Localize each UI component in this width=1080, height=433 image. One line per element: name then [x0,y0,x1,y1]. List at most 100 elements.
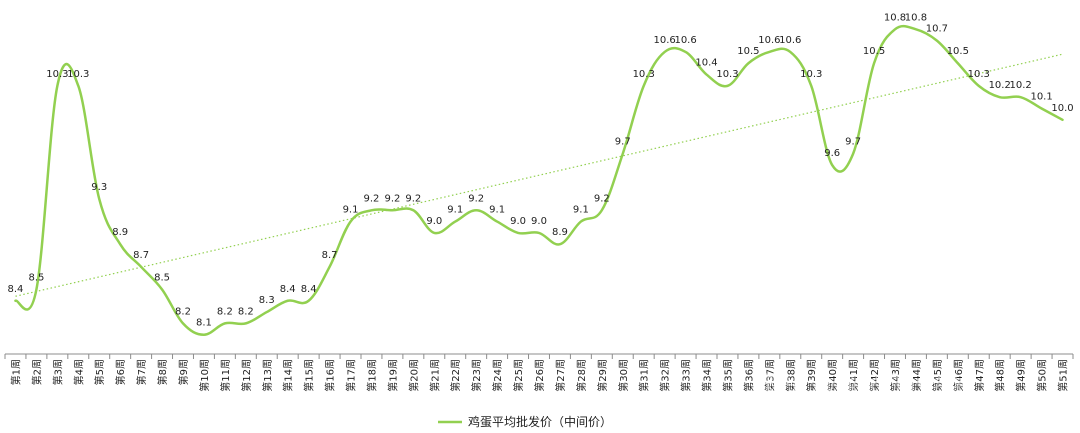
legend: 鸡蛋平均批发价（中间价） [438,414,612,429]
x-tick-label: 第40周 [826,359,839,392]
data-label: 9.1 [489,205,505,216]
data-label: 8.7 [133,250,149,261]
x-tick-label: 第5周 [93,359,106,385]
data-label: 8.4 [301,284,317,295]
data-label: 10.5 [737,46,759,57]
x-tick-label: 第14周 [282,359,295,392]
data-label: 8.4 [8,284,24,295]
x-tick-label: 第45周 [931,359,944,392]
data-label: 10.5 [863,46,885,57]
x-tick-label: 第25周 [512,359,525,392]
data-label: 9.2 [364,193,380,204]
data-label: 9.0 [531,216,547,227]
x-tick-label: 第27周 [554,359,567,392]
x-tick-label: 第18周 [365,359,378,392]
data-label: 9.2 [468,193,484,204]
x-tick-label: 第4周 [72,359,85,385]
trend-line [15,53,1063,297]
data-label: 10.3 [633,69,655,80]
x-tick-label: 第20周 [407,359,420,392]
watermark: 知乎 @喵家的小老虎 [762,373,967,398]
data-label: 10.6 [654,35,676,46]
data-label: 8.9 [552,227,568,238]
data-label: 10.0 [1051,103,1073,114]
data-label: 9.2 [594,193,610,204]
data-label: 8.3 [259,295,275,306]
x-tick-label: 第30周 [617,359,630,392]
data-label: 10.3 [968,69,990,80]
x-tick-label: 第1周 [9,359,22,385]
data-label: 9.7 [615,137,631,148]
x-tick-label: 第22周 [449,359,462,392]
x-tick-label: 第50周 [1036,359,1049,392]
x-tick-label: 第41周 [847,359,860,392]
data-label: 8.7 [322,250,338,261]
x-tick-label: 第49周 [1015,359,1028,392]
x-tick-label: 第39周 [805,359,818,392]
x-tick-label: 第34周 [701,359,714,392]
data-label: 9.2 [405,193,421,204]
data-label: 10.4 [695,58,717,69]
x-tick-label: 第15周 [303,359,316,392]
x-tick-label: 第44周 [910,359,923,392]
x-tick-label: 第43周 [889,359,902,392]
data-label: 8.5 [154,272,170,283]
data-label: 10.5 [947,46,969,57]
x-tick-label: 第51周 [1057,359,1070,392]
data-label: 10.6 [779,35,801,46]
data-label: 10.2 [989,80,1011,91]
data-label: 9.1 [573,205,589,216]
data-label: 8.2 [217,306,233,317]
x-tick-label: 第10周 [198,359,211,392]
x-tick-label: 第2周 [30,359,43,385]
x-tick-label: 第35周 [721,359,734,392]
data-label: 10.6 [674,35,696,46]
data-label: 9.1 [343,205,359,216]
x-tick-label: 第46周 [952,359,965,392]
data-label: 8.2 [238,306,254,317]
x-axis: 第1周 第2周 第3周 第4周 第5周 第6周 第7周 第8周 第9周 第10周 第11周 第12周第… [4,353,1074,392]
data-label: 10.1 [1030,91,1052,102]
x-tick-label: 第21周 [428,359,441,392]
x-tick-label: 第29周 [596,359,609,392]
data-label: 9.0 [426,216,442,227]
x-tick-label: 第26周 [533,359,546,392]
data-label: 8.2 [175,306,191,317]
data-label: 10.3 [67,69,89,80]
data-label: 9.6 [824,148,840,159]
data-label: 8.4 [280,284,296,295]
x-tick-label: 第16周 [324,359,337,392]
x-tick-label: 第47周 [973,359,986,392]
x-tick-label: 第7周 [135,359,148,385]
x-tick-label: 第38周 [784,359,797,392]
trend-layer [15,53,1063,297]
x-tick-label: 第24周 [491,359,504,392]
data-label: 10.8 [884,12,906,23]
x-tick-label: 第48周 [994,359,1007,392]
data-label: 9.1 [447,205,463,216]
x-tick-label: 第36周 [742,359,755,392]
data-label: 10.3 [46,69,68,80]
series-layer [14,24,1064,336]
legend-label: 鸡蛋平均批发价（中间价） [468,414,612,429]
data-label: 10.6 [758,35,780,46]
x-tick-label: 第28周 [575,359,588,392]
data-label: 9.3 [91,182,107,193]
x-tick-label: 第8周 [156,359,169,385]
x-tick-label: 第42周 [868,359,881,392]
data-label: 10.2 [1010,80,1032,91]
x-tick-label: 第32周 [659,359,672,392]
data-label-layer: 8.48.510.310.39.38.98.78.58.28.18.2 8.28.… [8,12,1074,328]
x-tick-label: 第31周 [638,359,651,392]
data-label: 10.3 [716,69,738,80]
series-line [14,24,1064,336]
x-tick-label: 第37周 [763,359,776,392]
x-tick-label: 第6周 [114,359,127,385]
data-label: 10.7 [926,24,948,35]
x-tick-label: 第23周 [470,359,483,392]
x-tick-label: 第9周 [177,359,190,385]
x-tick-label: 第12周 [240,359,253,392]
data-label: 9.7 [845,137,861,148]
x-tick-label: 第3周 [51,359,64,385]
